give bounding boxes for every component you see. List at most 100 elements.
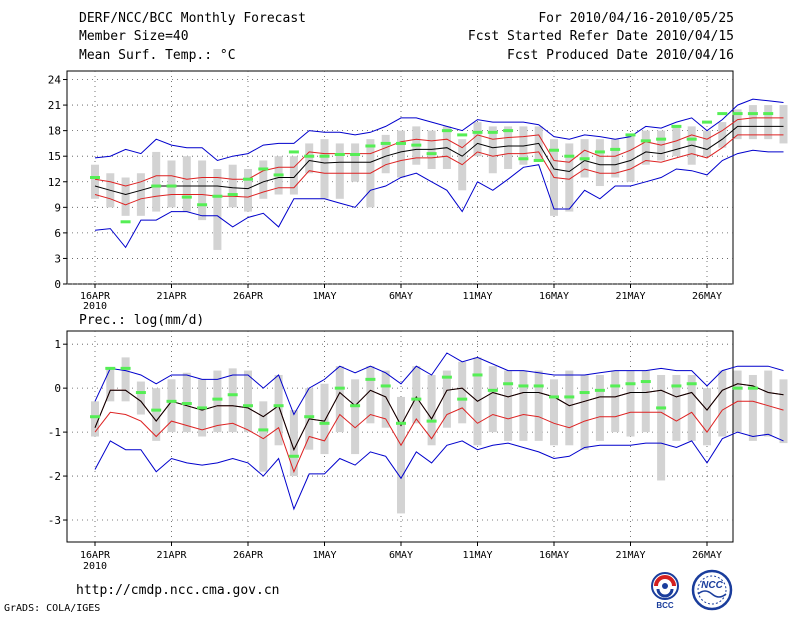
temp-observed-marker (380, 141, 391, 145)
temp-xtick-label: 6MAY (389, 291, 413, 302)
prec-observed-marker (656, 406, 667, 410)
prec-ensemble-bar (458, 361, 467, 424)
temp-xtick-label: 1MAY (312, 291, 336, 302)
prec-ensemble-bar (136, 381, 145, 415)
temp-observed-marker (671, 124, 682, 128)
temp-xtick-label: 16APR (80, 291, 111, 302)
prec-ensemble-bar (565, 370, 574, 446)
temp-observed-marker (702, 120, 712, 124)
temp-ensemble-bar (488, 126, 497, 174)
temp-ensemble-bar (335, 143, 344, 199)
prec-ensemble-bar (504, 370, 513, 441)
prec-xtick-label: 6MAY (389, 550, 413, 561)
prec-ensemble-bar (442, 370, 451, 428)
prec-outer-lower-line (94, 431, 784, 511)
prec-ensemble-bar (764, 370, 773, 437)
temp-ytick-label: 9 (54, 201, 61, 214)
prec-observed-marker (747, 386, 758, 390)
temp-observed-marker (396, 141, 406, 145)
temp-outer-upper-line (94, 98, 784, 162)
variable-label-prec: Prec.: log(mm/d) (79, 313, 204, 328)
grads-credit: GrADS: COLA/IGES (4, 603, 101, 614)
fcst-started-label: Fcst Started Refer Date 2010/04/15 (467, 29, 734, 44)
member-size-label: Member Size=40 (79, 29, 189, 44)
prec-ensemble-bar (427, 374, 436, 446)
temp-observed-marker (640, 139, 651, 143)
prec-ensemble-bar (611, 370, 620, 433)
temp-xtick-label: 21MAY (615, 291, 645, 302)
prec-ensemble-bar (412, 366, 421, 424)
prec-observed-marker (503, 382, 514, 386)
temp-ytick-label: 24 (48, 74, 62, 87)
temp-observed-marker (503, 129, 514, 133)
prec-ensemble-bar (259, 401, 268, 472)
temp-ensemble-bar (718, 122, 727, 148)
prec-observed-marker (90, 415, 100, 419)
prec-ytick-label: 0 (54, 382, 61, 395)
prec-ytick-label: -3 (48, 514, 61, 527)
fcst-produced-label: Fcst Produced Date 2010/04/16 (507, 48, 734, 63)
prec-ensemble-bar (106, 368, 115, 402)
prec-ensemble-bar (244, 370, 252, 433)
temp-observed-marker (426, 152, 437, 156)
prec-xtick-label: 26APR (233, 550, 264, 561)
prec-ensemble-bar (672, 374, 681, 441)
prec-ensemble-bar (488, 366, 497, 433)
prec-ensemble-bar (91, 401, 99, 437)
temp-observed-marker (258, 167, 269, 171)
prec-observed-marker (579, 391, 590, 395)
prec-observed-marker (457, 397, 468, 401)
prec-ensemble-bar (550, 379, 558, 446)
temp-xtick-label: 21APR (156, 291, 187, 302)
prec-ensemble-bar (657, 374, 666, 481)
prec-ensemble-bar (703, 388, 711, 446)
temp-observed-marker (533, 158, 544, 162)
temp-ensemble-bar (473, 122, 482, 157)
prec-observed-marker (243, 404, 253, 408)
temp-observed-marker (288, 150, 299, 154)
temp-ytick-label: 21 (48, 99, 61, 112)
temp-ensemble-bar (611, 139, 620, 178)
temp-observed-marker (610, 147, 621, 151)
prec-observed-marker (625, 382, 636, 386)
bcc-logo-text: BCC (656, 601, 674, 610)
prec-observed-marker (686, 382, 697, 386)
temp-observed-marker (579, 157, 590, 161)
temp-observed-marker (319, 154, 330, 158)
temp-observed-marker (212, 194, 223, 198)
temp-observed-marker (549, 148, 559, 152)
prec-ensemble-bar (626, 370, 635, 437)
temp-ensemble-bar (259, 160, 268, 199)
prec-observed-marker (197, 406, 208, 410)
temp-ensemble-bar (121, 177, 130, 216)
prec-xtick-label: 11MAY (462, 550, 492, 561)
prec-observed-marker (549, 395, 559, 399)
prec-ensemble-mean-line (94, 383, 784, 451)
temp-observed-marker (365, 144, 376, 148)
prec-ensemble-bar (289, 410, 298, 477)
prec-inner-lower-line (94, 400, 784, 474)
prec-observed-marker (640, 380, 651, 384)
temp-observed-marker (564, 154, 575, 158)
prec-observed-marker (441, 375, 452, 379)
prec-ytick-label: -1 (48, 426, 61, 439)
temp-observed-marker (717, 112, 728, 116)
temp-observed-marker (594, 150, 605, 154)
source-url[interactable]: http://cmdp.ncc.cma.gov.cn (76, 583, 280, 598)
temp-observed-marker (518, 157, 529, 161)
prec-ensemble-bar (718, 370, 727, 437)
prec-ytick-label: 1 (54, 338, 61, 351)
prec-outer-upper-line (94, 352, 784, 416)
prec-observed-marker (487, 388, 498, 392)
prec-observed-marker (135, 391, 146, 395)
prec-observed-marker (732, 386, 743, 390)
prec-ensemble-bar (381, 370, 390, 428)
prec-observed-marker (671, 384, 682, 388)
temp-ensemble-bar (381, 134, 390, 174)
prec-ensemble-bar (121, 357, 130, 402)
prec-ensemble-bar (167, 379, 176, 433)
temp-ytick-label: 6 (54, 227, 61, 240)
prec-observed-marker (594, 388, 605, 392)
temp-outer-lower-line (94, 149, 784, 249)
